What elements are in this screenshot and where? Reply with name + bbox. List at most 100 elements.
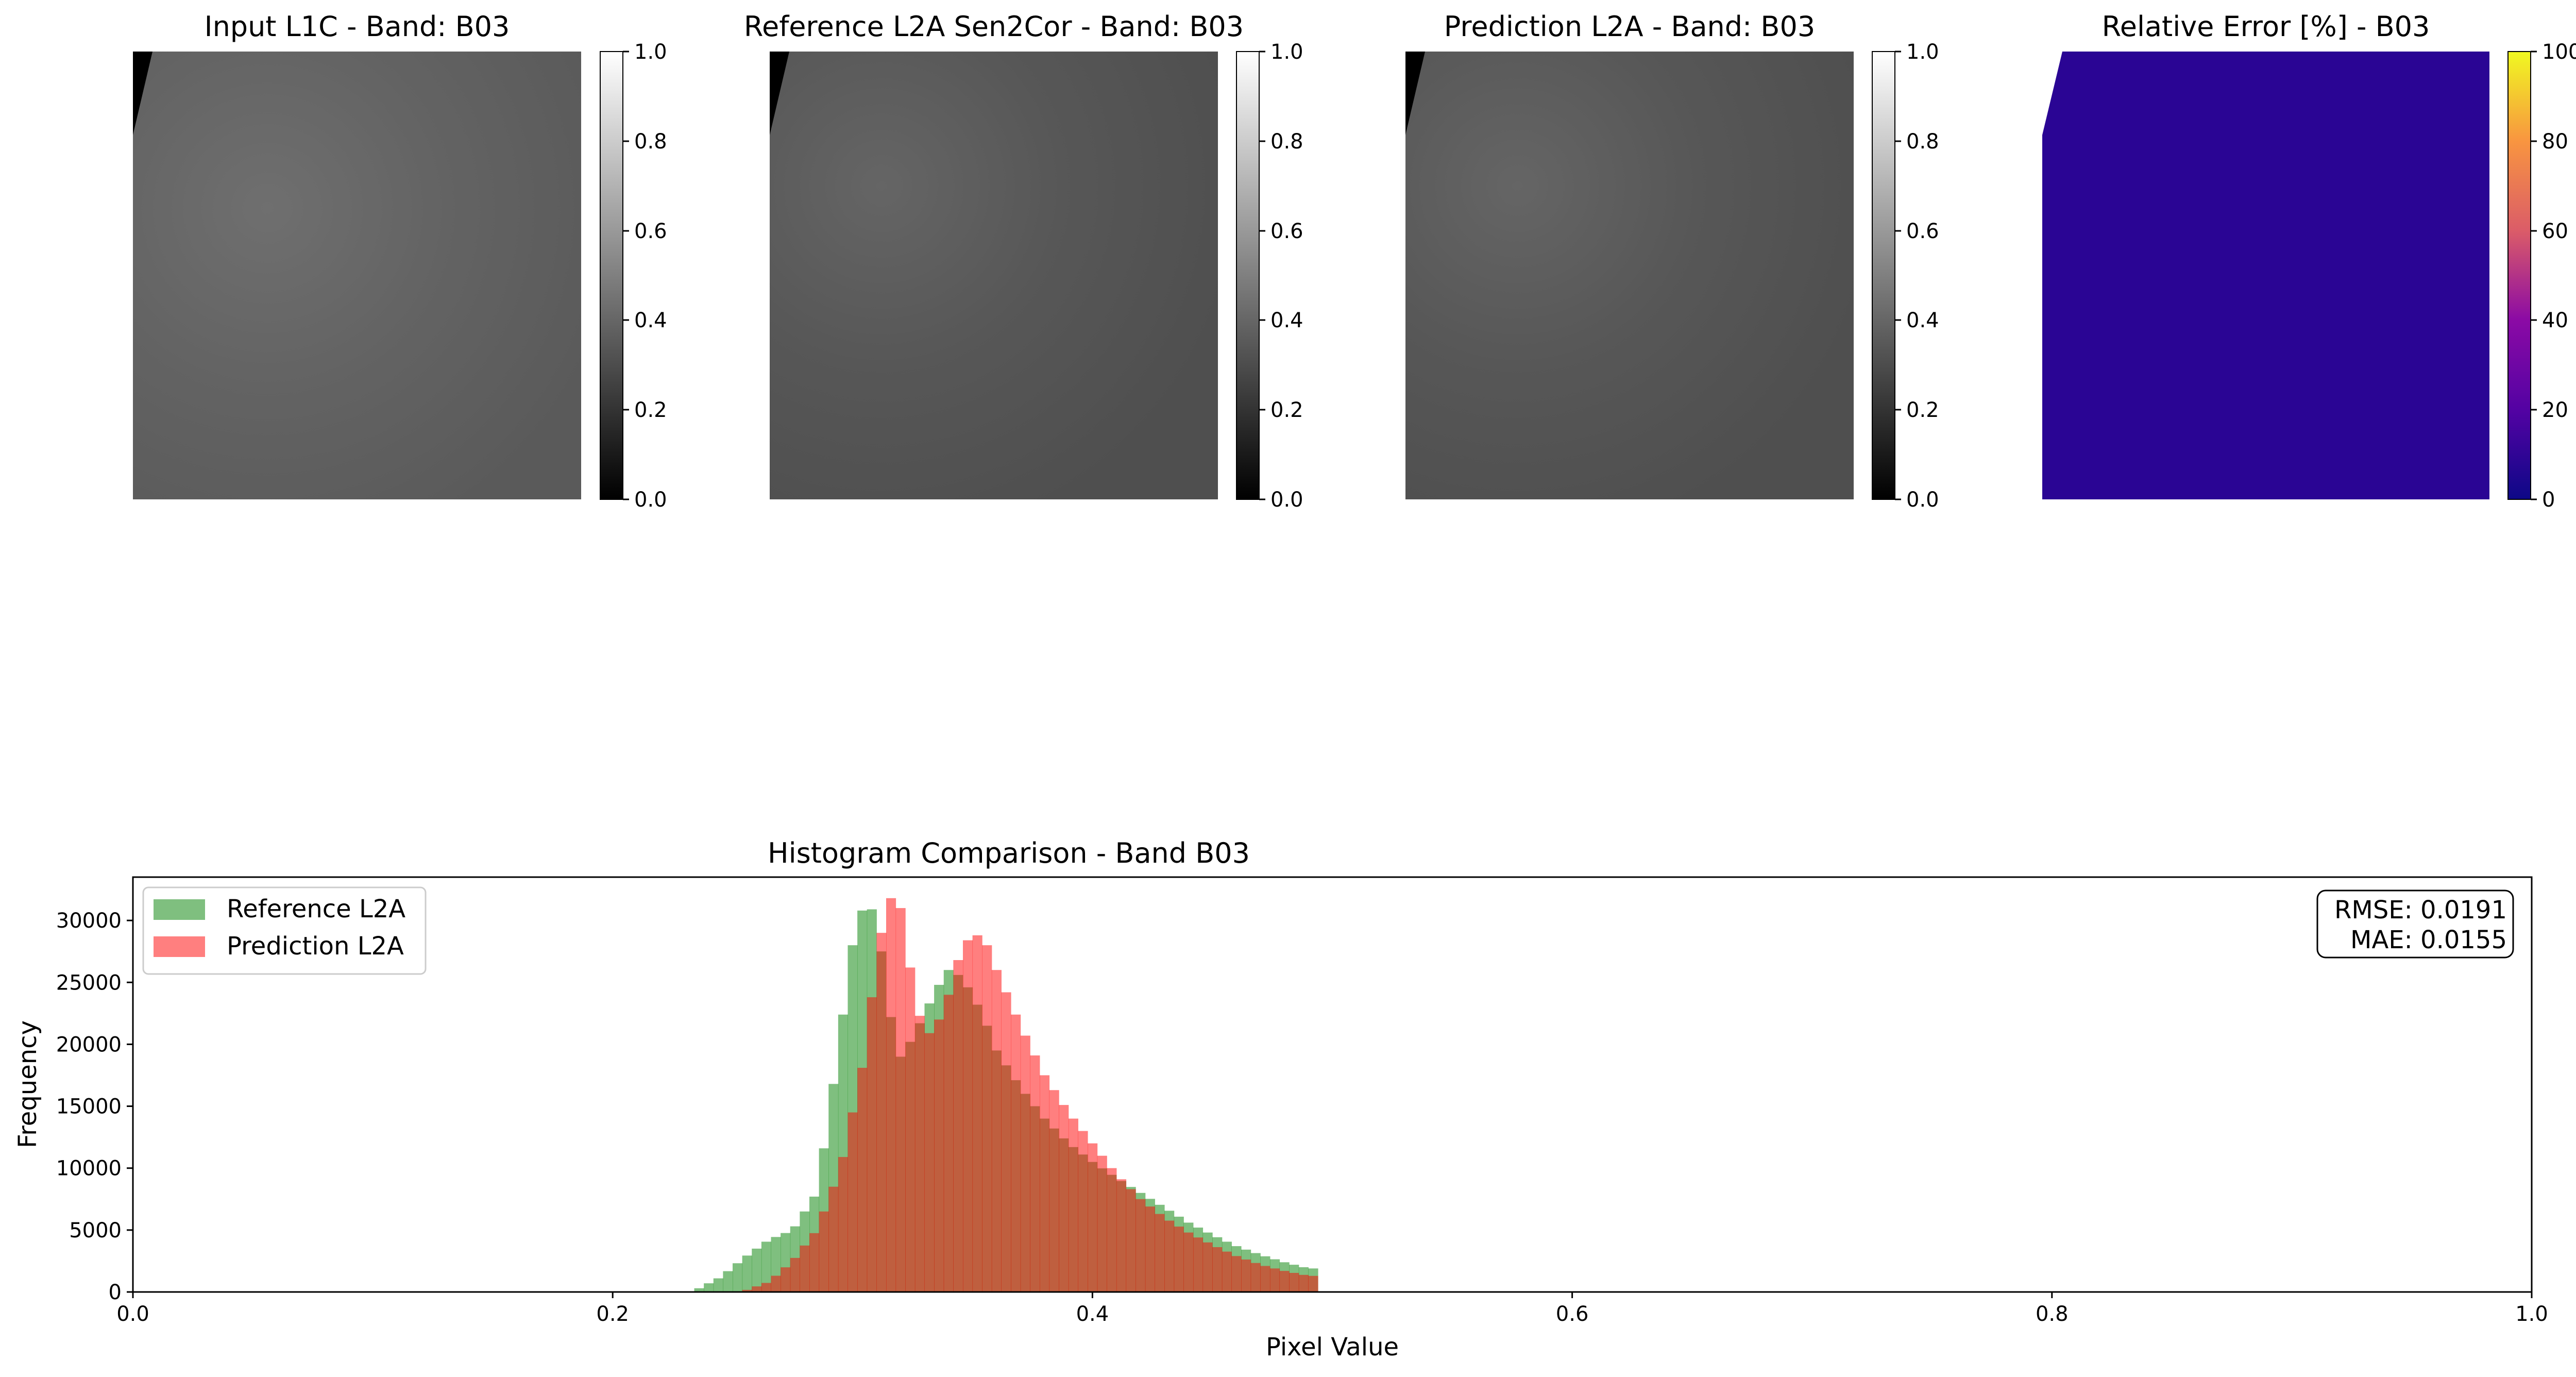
histogram-bar-prediction: [781, 1267, 791, 1292]
histogram-bar-prediction: [1174, 1227, 1184, 1292]
histogram-bar-prediction: [790, 1257, 800, 1292]
histogram-bar-prediction: [1164, 1220, 1175, 1292]
nodata-corner: [1405, 52, 1425, 135]
x-tick-label: 1.0: [2515, 1302, 2548, 1326]
histogram-bar-prediction: [1020, 1035, 1030, 1292]
panel-title: Prediction L2A - Band: B03: [1444, 10, 1815, 43]
histogram-bar-prediction: [1039, 1075, 1050, 1292]
colorbar-tick-label: 80: [2542, 130, 2568, 154]
histogram-bar-prediction: [771, 1275, 781, 1292]
panel-title: Input L1C - Band: B03: [205, 10, 510, 43]
histogram-bar-reference: [713, 1278, 723, 1292]
histogram-bar-prediction: [905, 967, 916, 1292]
y-tick-label: 30000: [56, 909, 122, 933]
satellite-image: [133, 52, 581, 499]
histogram-bar-prediction: [1116, 1179, 1127, 1292]
y-axis-ticks: 0 5000 10000 15000 20000 25000 30000: [56, 909, 133, 1304]
histogram-bar-prediction: [752, 1286, 762, 1292]
histogram-bar-reference: [752, 1248, 762, 1292]
x-tick-label: 0.6: [1556, 1302, 1589, 1326]
histogram-bar-prediction: [876, 933, 887, 1292]
histogram-bar-prediction: [1097, 1155, 1107, 1292]
histogram-bar-prediction: [1298, 1274, 1309, 1292]
colorbar-tick-label: 100: [2542, 40, 2576, 64]
histogram-bar-prediction: [1241, 1260, 1251, 1292]
x-tick-label: 0.4: [1076, 1302, 1109, 1326]
histogram-bar-prediction: [761, 1283, 771, 1292]
histogram-bar-prediction: [1250, 1263, 1261, 1292]
histogram-bar-prediction: [1155, 1214, 1165, 1292]
histogram-bar-prediction: [962, 940, 973, 1292]
colorbar: [600, 51, 623, 500]
metrics-frame: [2316, 889, 2514, 959]
histogram-bar-prediction: [934, 1019, 944, 1292]
colorbar-tick-label: 1.0: [1270, 40, 1303, 64]
histogram-bar-prediction: [1260, 1266, 1270, 1292]
histogram-bar-prediction: [1308, 1275, 1318, 1292]
error-map: [2042, 52, 2489, 499]
satellite-image: [1405, 52, 1854, 499]
histogram-bar-prediction: [838, 1157, 848, 1292]
panel-title: Relative Error [%] - B03: [2102, 10, 2430, 43]
histogram-bar-prediction: [1107, 1168, 1117, 1292]
panel-relative-error: Relative Error [%] - B03 0 20 40 60 80 1…: [2042, 10, 2576, 512]
histogram-bar-prediction: [1279, 1271, 1290, 1292]
y-tick-label: 5000: [69, 1219, 122, 1242]
histogram-bar-prediction: [943, 995, 954, 1292]
y-tick-label: 0: [109, 1281, 122, 1304]
y-tick-label: 15000: [56, 1095, 122, 1119]
histogram-bar-prediction: [1183, 1232, 1194, 1292]
colorbar-ticks: 0.0 0.2 0.4 0.6 0.8 1.0: [623, 40, 667, 512]
y-tick-label: 10000: [56, 1157, 122, 1181]
histogram-bar-prediction: [1231, 1256, 1242, 1292]
plot-frame: [132, 876, 2533, 1293]
histogram-bar-prediction: [953, 960, 963, 1292]
histogram-bar-prediction: [1001, 992, 1011, 1292]
histogram-bar-prediction: [1078, 1131, 1088, 1292]
histogram-bar-reference: [733, 1263, 743, 1292]
metrics-box: RMSE: 0.0191 MAE: 0.0155: [2316, 889, 2514, 959]
histogram-bar-prediction: [886, 898, 896, 1292]
colorbar: [2507, 51, 2531, 500]
histogram-bar-prediction: [1136, 1199, 1146, 1292]
histogram-bar-prediction: [914, 1016, 925, 1292]
chart-title: Histogram Comparison - Band B03: [768, 837, 1250, 869]
histogram-bar-prediction: [1202, 1242, 1213, 1292]
histogram-bar-prediction: [867, 997, 877, 1292]
colorbar-tick-label: 40: [2542, 309, 2568, 332]
legend-label-reference: Reference L2A: [227, 895, 405, 923]
histogram-bar-prediction: [895, 908, 906, 1292]
colorbar-tick-label: 0.4: [1270, 309, 1303, 332]
y-axis-label: Frequency: [13, 1020, 42, 1148]
histogram-bar-prediction: [1212, 1247, 1223, 1292]
histogram-bar-prediction: [1088, 1143, 1098, 1292]
panel-reference-l2a: Reference L2A Sen2Cor - Band: B03 0.0 0.…: [744, 10, 1303, 512]
nodata-corner: [133, 52, 152, 135]
histogram-bar-prediction: [742, 1289, 752, 1292]
x-axis-label: Pixel Value: [1266, 1333, 1399, 1362]
colorbar-tick-label: 0.2: [634, 398, 667, 422]
panel-prediction-l2a: Prediction L2A - Band: B03 0.0 0.2 0.4 0…: [1405, 10, 1939, 512]
histogram-bar-reference: [742, 1255, 752, 1292]
histogram-bar-reference: [761, 1241, 771, 1292]
histogram-bar-prediction: [857, 1068, 868, 1292]
legend-box: [142, 886, 427, 975]
colorbar-ticks: 0.0 0.2 0.4 0.6 0.8 1.0: [1259, 40, 1303, 512]
histogram-bar-reference: [694, 1288, 704, 1292]
colorbar-tick-label: 20: [2542, 398, 2568, 422]
x-axis-ticks: 0.0 0.2 0.4 0.6 0.8 1.0: [116, 1292, 2548, 1326]
nodata-corner: [770, 52, 789, 135]
x-tick-label: 0.0: [116, 1302, 149, 1326]
colorbar-tick-label: 0.2: [1906, 398, 1939, 422]
mae-text: MAE: 0.0155: [2350, 926, 2507, 954]
rmse-text: RMSE: 0.0191: [2334, 896, 2507, 925]
histogram-bar-prediction: [1011, 1014, 1021, 1292]
panel-input-l1c: Input L1C - Band: B03 0.0 0.2 0.4 0.6 0.…: [133, 10, 667, 512]
histogram-bar-prediction: [991, 970, 1002, 1292]
colorbar-tick-label: 0: [2542, 488, 2555, 512]
colorbar-tick-label: 0.8: [634, 130, 667, 154]
colorbar-tick-label: 1.0: [1906, 40, 1939, 64]
colorbar-tick-label: 1.0: [634, 40, 667, 64]
x-tick-label: 0.8: [2036, 1302, 2069, 1326]
